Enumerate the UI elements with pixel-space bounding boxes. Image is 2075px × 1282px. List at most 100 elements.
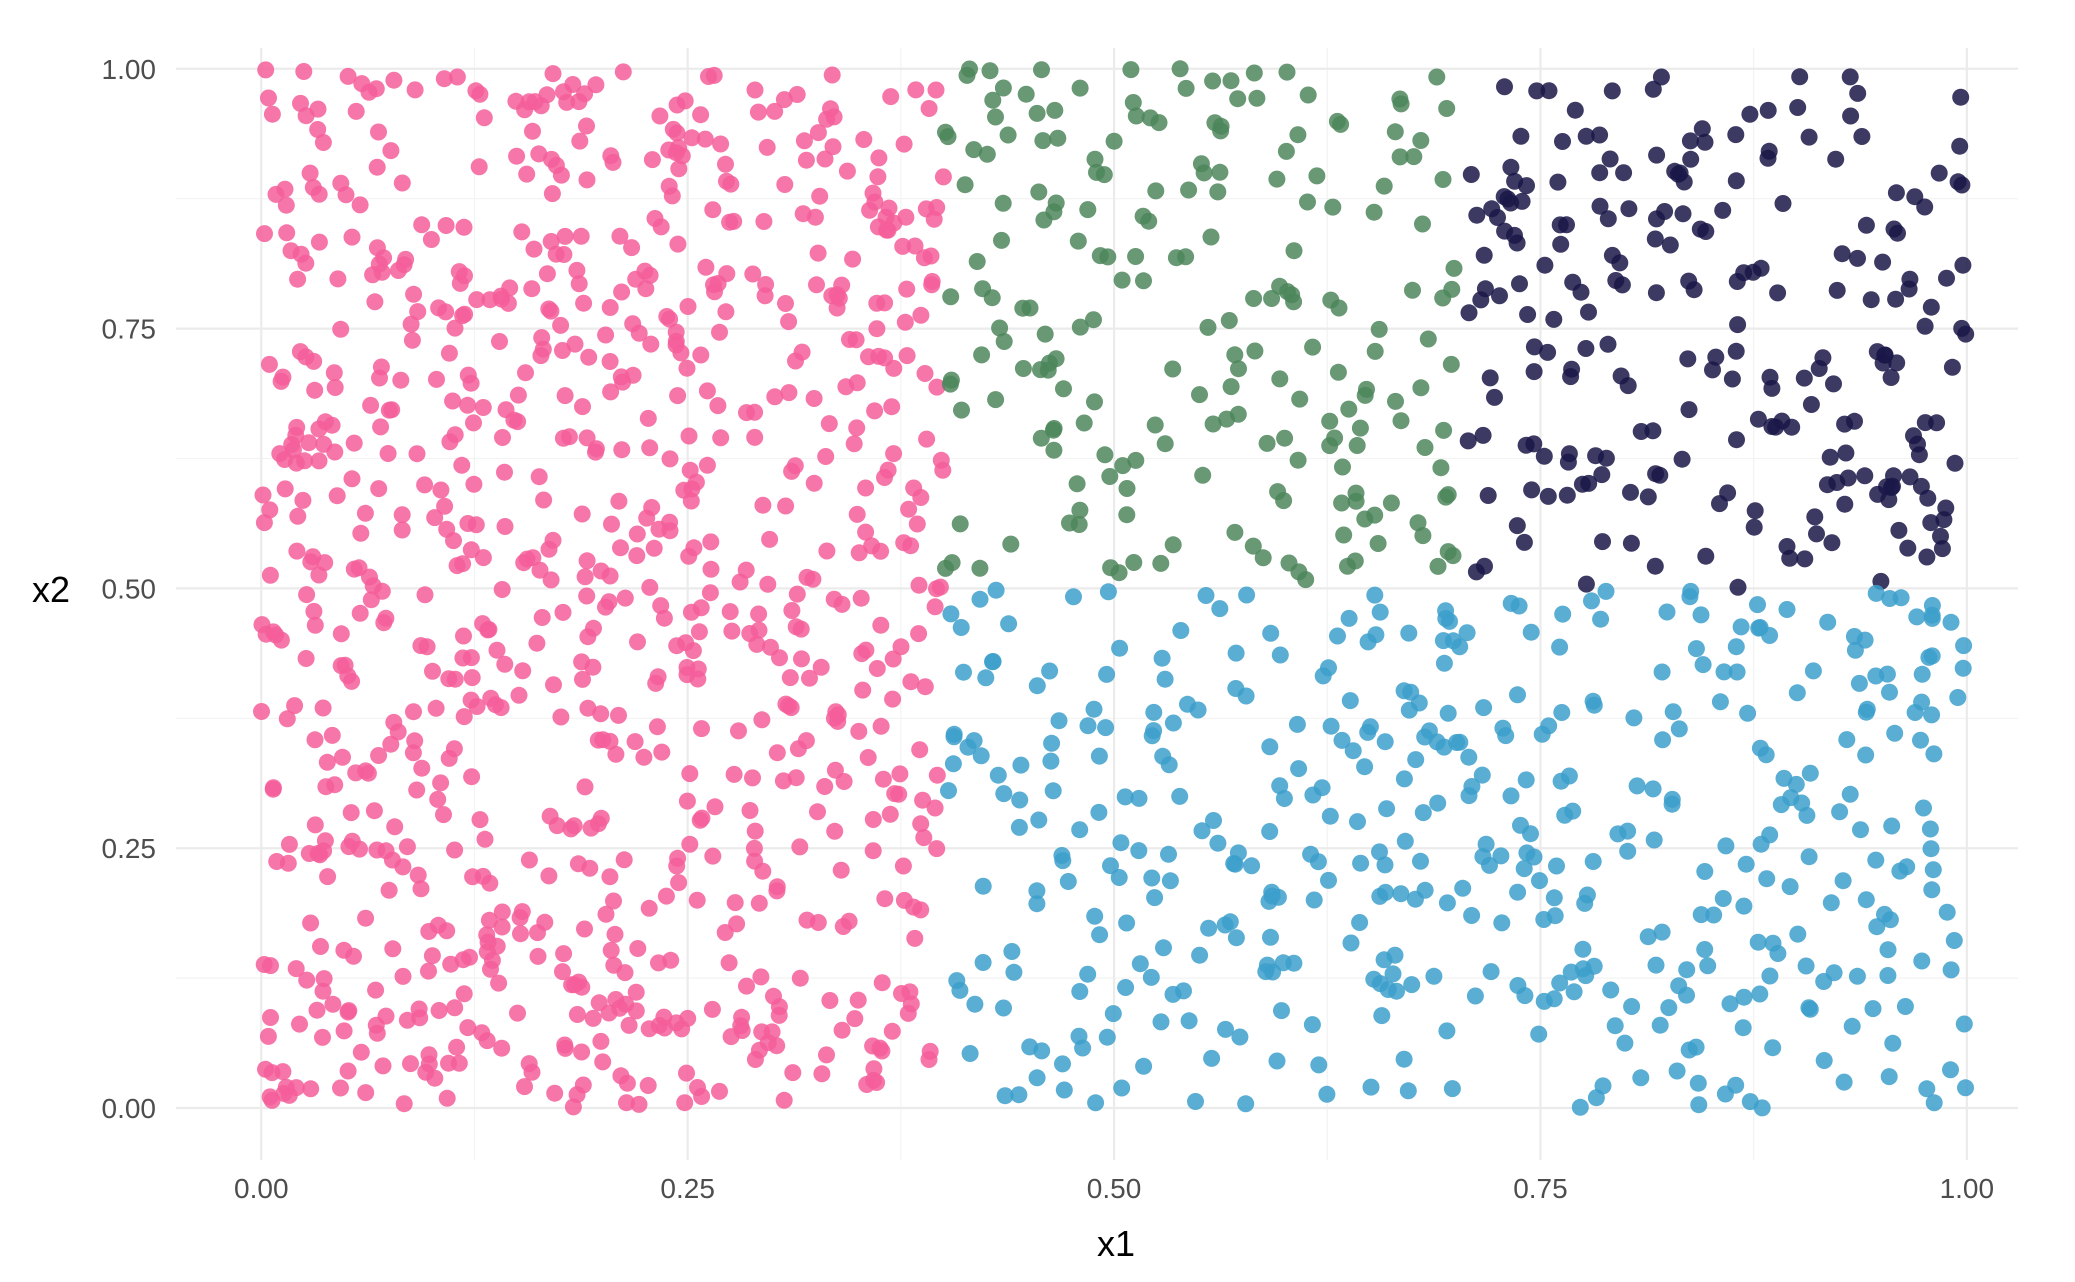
data-point	[1071, 983, 1089, 1000]
data-point	[915, 829, 933, 847]
data-point	[1523, 481, 1541, 499]
data-point	[1769, 945, 1787, 962]
data-point	[668, 637, 686, 655]
data-point	[1334, 458, 1351, 476]
data-point	[262, 1009, 279, 1026]
data-point	[705, 66, 723, 84]
data-point	[1632, 1069, 1650, 1087]
data-point	[597, 905, 615, 923]
data-point	[1392, 885, 1410, 903]
data-point	[448, 68, 466, 86]
data-point	[1781, 549, 1799, 567]
data-point	[1261, 823, 1279, 840]
data-point	[1439, 704, 1457, 722]
data-point	[916, 678, 934, 696]
data-point	[1463, 907, 1481, 924]
data-point	[846, 1010, 864, 1028]
data-point	[1727, 126, 1745, 144]
data-point	[822, 100, 839, 118]
data-point	[343, 470, 361, 488]
data-point	[848, 505, 866, 523]
data-point	[402, 315, 420, 333]
data-point	[1403, 976, 1421, 994]
data-point	[518, 165, 536, 183]
data-point	[894, 857, 912, 875]
data-point	[332, 320, 350, 338]
data-point	[1937, 499, 1955, 517]
data-point	[951, 981, 969, 999]
data-point	[1466, 987, 1484, 1005]
data-point	[1402, 683, 1420, 701]
data-point	[627, 1002, 645, 1020]
data-point	[1842, 107, 1860, 125]
data-point	[1576, 894, 1594, 912]
data-point	[1728, 273, 1746, 290]
data-point	[1696, 941, 1714, 958]
data-point	[289, 270, 307, 288]
data-point	[1502, 158, 1520, 176]
data-point	[343, 672, 361, 690]
data-point	[874, 770, 892, 788]
data-point	[641, 439, 659, 457]
data-point	[1187, 1093, 1204, 1110]
data-point	[1203, 1049, 1221, 1067]
data-point	[1942, 1061, 1959, 1079]
data-point	[1858, 700, 1876, 718]
data-point	[1358, 380, 1375, 398]
data-point	[470, 158, 488, 176]
y-axis-title: x2	[32, 569, 70, 610]
data-point	[1892, 589, 1910, 607]
data-point	[403, 331, 421, 349]
data-point	[1670, 720, 1688, 738]
data-point	[895, 135, 913, 153]
data-point	[1946, 454, 1964, 472]
data-point	[1369, 535, 1387, 552]
data-point	[295, 63, 313, 80]
data-point	[1091, 926, 1109, 944]
data-point	[1412, 852, 1429, 870]
data-point	[1938, 903, 1956, 921]
data-point	[529, 947, 547, 965]
data-point	[1915, 799, 1932, 817]
data-point	[383, 851, 401, 869]
data-point	[1122, 61, 1140, 79]
data-point	[1275, 492, 1293, 510]
data-point	[1271, 277, 1289, 295]
data-point	[1800, 128, 1818, 146]
data-point	[316, 554, 334, 572]
data-point	[1333, 731, 1351, 749]
data-point	[1003, 943, 1021, 960]
data-point	[1262, 928, 1279, 946]
data-point	[1348, 437, 1366, 454]
data-point	[1033, 61, 1050, 79]
data-point	[1042, 752, 1060, 770]
data-point	[813, 1065, 831, 1083]
data-point	[1273, 1002, 1290, 1020]
data-point	[1304, 786, 1322, 804]
data-point	[1577, 340, 1595, 357]
data-point	[1868, 343, 1886, 361]
data-point	[1177, 79, 1195, 97]
data-point	[435, 806, 452, 824]
data-point	[1727, 1076, 1745, 1094]
data-point	[1775, 769, 1793, 787]
data-point	[911, 741, 929, 759]
data-point	[1164, 714, 1182, 732]
data-point	[753, 711, 771, 729]
data-point	[487, 696, 504, 714]
data-point	[1289, 126, 1307, 144]
data-point	[310, 233, 328, 251]
data-point	[535, 491, 553, 509]
data-point	[1919, 489, 1937, 507]
data-point	[1518, 177, 1535, 195]
data-point	[1258, 434, 1276, 452]
data-point	[635, 748, 653, 766]
data-point	[1691, 220, 1709, 238]
data-point	[315, 970, 333, 988]
data-point	[453, 456, 471, 474]
data-point	[1602, 981, 1620, 999]
data-point	[1075, 414, 1093, 432]
data-point	[616, 964, 634, 982]
data-point	[1459, 432, 1477, 450]
data-point	[302, 553, 320, 571]
